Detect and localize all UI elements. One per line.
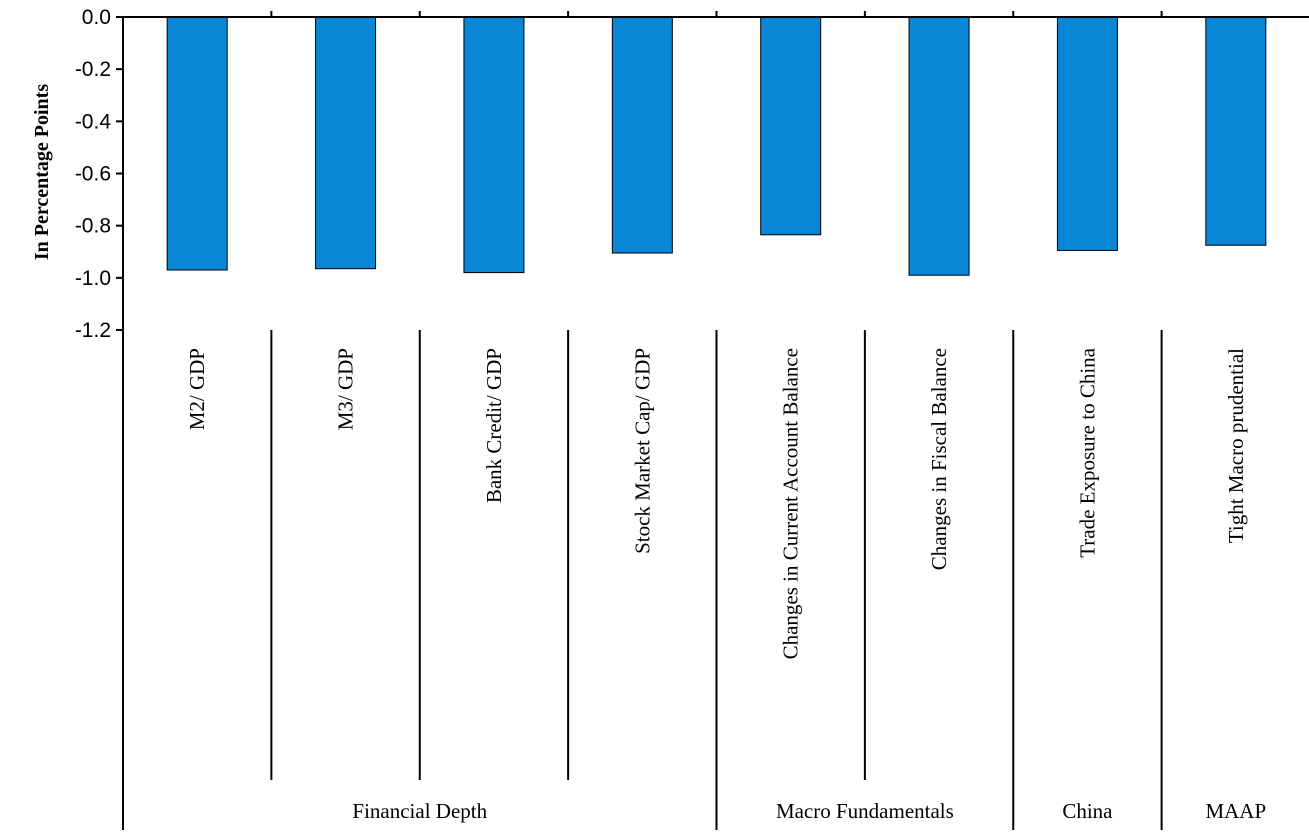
bar bbox=[1056, 16, 1118, 251]
y-axis-label: In Percentage Points bbox=[31, 84, 53, 260]
group-label: Financial Depth bbox=[352, 799, 487, 823]
category-label: Trade Exposure to China bbox=[1075, 347, 1099, 557]
category-label: M3/ GDP bbox=[334, 348, 358, 430]
category-label: Changes in Current Account Balance bbox=[779, 348, 803, 659]
y-tick-label: -0.4 bbox=[75, 110, 112, 133]
group-label: China bbox=[1062, 799, 1113, 823]
bar bbox=[1205, 16, 1267, 246]
y-tick-label: -0.8 bbox=[75, 215, 111, 238]
bar bbox=[611, 16, 673, 254]
y-tick-label: -0.2 bbox=[75, 58, 111, 81]
y-tick-label: -0.6 bbox=[75, 163, 111, 186]
x-axis bbox=[123, 11, 1309, 18]
bars bbox=[166, 16, 1267, 276]
y-axis: 0.0 -0.2 -0.4 -0.6 -0.8 -1.0 -1.2 bbox=[75, 6, 124, 342]
group-label: MAAP bbox=[1205, 799, 1266, 823]
bar bbox=[166, 16, 228, 271]
category-label: Bank Credit/ GDP bbox=[482, 348, 506, 503]
y-tick-label: 0.0 bbox=[82, 6, 111, 29]
category-label: Tight Macro prudential bbox=[1224, 348, 1248, 543]
category-label: Stock Market Cap/ GDP bbox=[630, 348, 654, 554]
y-tick-label: -1.2 bbox=[75, 319, 111, 342]
category-labels: M2/ GDP M3/ GDP Bank Credit/ GDP Stock Mark… bbox=[185, 347, 1248, 659]
group-label: Macro Fundamentals bbox=[776, 799, 954, 823]
category-label: M2/ GDP bbox=[185, 348, 209, 430]
group-labels: Financial Depth Macro Fundamentals China MA… bbox=[122, 330, 1266, 830]
bar bbox=[760, 16, 822, 236]
category-label: Changes in Fiscal Balance bbox=[927, 348, 951, 570]
bar bbox=[908, 16, 970, 276]
bar bbox=[315, 16, 377, 270]
bar bbox=[463, 16, 525, 274]
y-tick-label: -1.0 bbox=[75, 267, 111, 290]
